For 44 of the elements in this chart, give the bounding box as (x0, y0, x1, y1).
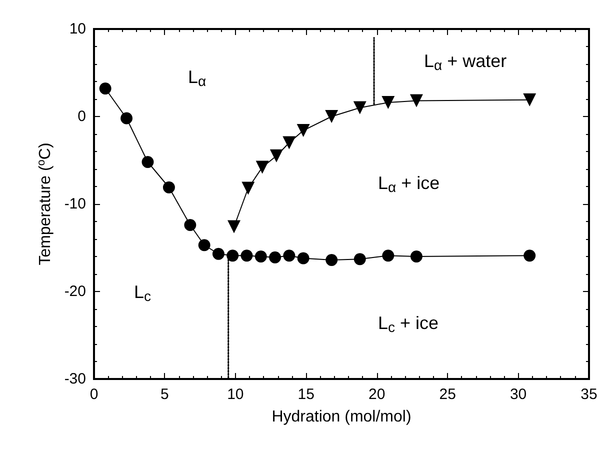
y-axis-title: Temperature (oC) (35, 142, 54, 266)
y-tick-label: 0 (78, 108, 86, 125)
point (270, 149, 283, 162)
x-tick-label: 5 (160, 386, 169, 403)
point (228, 220, 241, 234)
point (269, 251, 282, 264)
point (142, 156, 154, 168)
point (410, 250, 422, 262)
y-tick-label: -20 (64, 283, 86, 300)
x-axis-title: Hydration (mol/mol) (272, 408, 412, 426)
y-tick-label: -30 (64, 370, 86, 388)
x-tick-label: 25 (439, 386, 456, 403)
point (326, 254, 338, 266)
point (325, 110, 338, 123)
point (282, 136, 296, 150)
point (226, 250, 239, 262)
point (256, 160, 269, 174)
point (524, 250, 536, 262)
x-tick-label: 20 (368, 386, 386, 403)
x-tick-label: 30 (510, 386, 527, 403)
point (212, 248, 224, 260)
point (382, 250, 394, 262)
point (354, 253, 366, 266)
point (254, 250, 267, 262)
point (296, 124, 310, 137)
point (523, 93, 536, 106)
point (297, 252, 310, 264)
point (382, 96, 395, 109)
x-tick-label: 0 (90, 386, 98, 403)
point (120, 112, 133, 124)
point (410, 94, 423, 108)
x-tick-label: 15 (298, 386, 314, 403)
point (240, 250, 253, 262)
point (198, 239, 210, 252)
x-tick-label: 10 (227, 386, 244, 403)
point (162, 181, 175, 194)
point (99, 82, 112, 94)
point (353, 101, 366, 114)
point (283, 250, 296, 262)
point (184, 219, 196, 231)
x-tick-label: 35 (580, 386, 598, 403)
point (242, 182, 255, 195)
y-tick-label: 10 (69, 20, 86, 38)
y-tick-label: -10 (64, 196, 86, 212)
